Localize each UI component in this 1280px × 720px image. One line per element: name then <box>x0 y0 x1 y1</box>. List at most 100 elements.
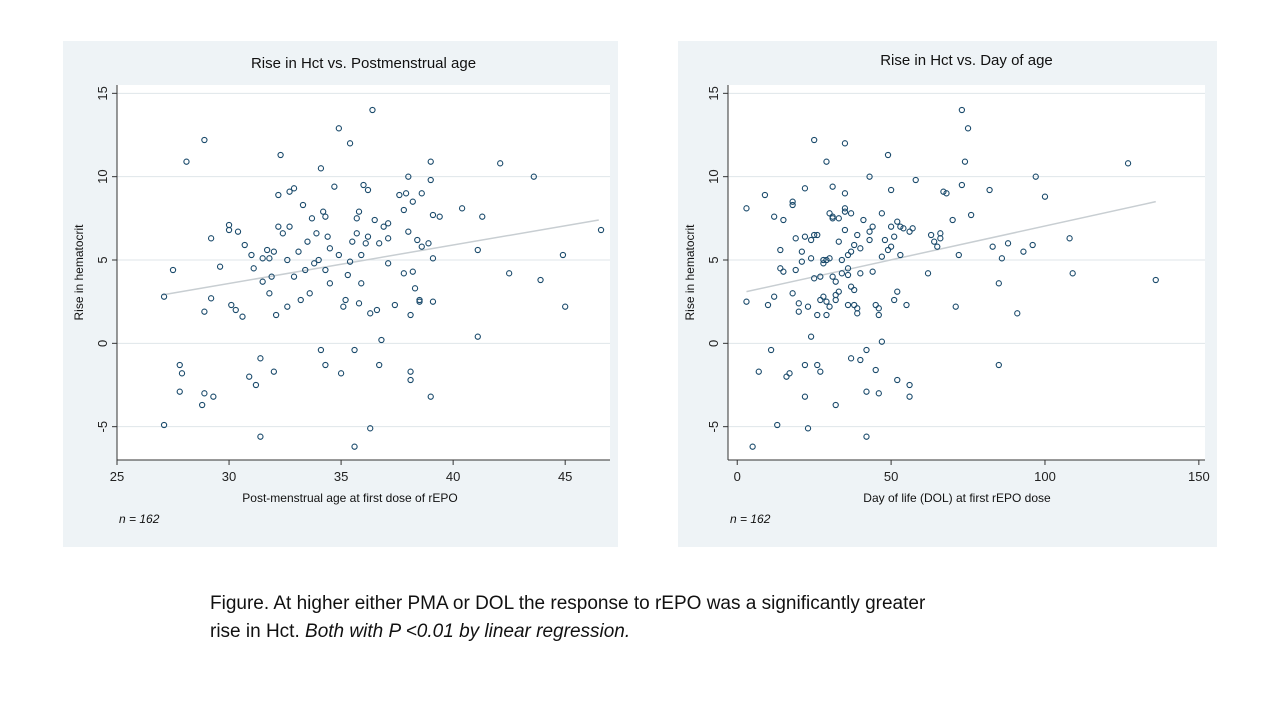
dol-point-53 <box>829 273 836 280</box>
pma-y-tick-label-1: 0 <box>95 340 110 347</box>
pma-point-78 <box>353 215 360 222</box>
pma-point-129 <box>479 213 486 220</box>
pma-point-91 <box>371 216 378 224</box>
pma-point-8 <box>199 401 206 409</box>
dol-point-6 <box>767 346 775 354</box>
pma-point-60 <box>322 266 329 274</box>
pma-point-121 <box>427 393 434 400</box>
dol-point-29 <box>804 303 812 310</box>
pma-point-28 <box>259 255 266 262</box>
pma-point-22 <box>246 373 253 380</box>
dol-x-tick-label-0: 0 <box>734 469 741 484</box>
pma-point-67 <box>335 125 342 132</box>
pma-point-82 <box>358 251 365 259</box>
pma-point-89 <box>367 310 374 317</box>
pma-fit-line <box>161 219 599 296</box>
dol-point-16 <box>789 198 796 205</box>
dol-point-43 <box>820 293 827 300</box>
dol-x-tick-label-3: 150 <box>1188 469 1210 484</box>
dol-point-3 <box>755 368 762 375</box>
pma-point-42 <box>284 303 291 310</box>
chart-panel-pma: Rise in Hct vs. Postmenstrual age -5 0 5 10 1… <box>63 41 618 547</box>
pma-point-95 <box>378 336 385 344</box>
dol-point-46 <box>823 158 830 165</box>
pma-point-21 <box>241 241 248 249</box>
dol-point-60 <box>832 401 839 409</box>
dol-point-99 <box>875 311 882 319</box>
pma-point-85 <box>362 240 369 247</box>
pma-point-96 <box>380 223 387 230</box>
dol-point-155 <box>1152 276 1159 284</box>
pma-point-105 <box>405 173 412 180</box>
dol-point-107 <box>884 151 892 159</box>
pma-point-102 <box>400 206 407 214</box>
pma-point-86 <box>364 186 372 194</box>
pma-point-107 <box>407 368 414 375</box>
pma-point-59 <box>320 208 327 215</box>
dol-point-115 <box>894 376 901 384</box>
pma-point-132 <box>530 173 537 180</box>
pma-point-127 <box>474 246 481 254</box>
figure-caption: Figure. At higher either PMA or DOL the … <box>210 590 1110 646</box>
dol-point-103 <box>878 338 886 345</box>
dol-point-12 <box>780 216 787 224</box>
dol-point-2 <box>749 443 756 450</box>
dol-point-80 <box>851 286 858 294</box>
dol-point-110 <box>887 223 895 230</box>
dol-point-52 <box>826 303 833 310</box>
dol-point-78 <box>847 355 855 362</box>
pma-point-101 <box>396 191 403 199</box>
dol-point-21 <box>795 300 802 307</box>
dol-point-38 <box>814 231 821 239</box>
pma-point-109 <box>407 311 414 319</box>
dol-point-95 <box>869 223 876 230</box>
dol-point-82 <box>854 231 861 239</box>
dol-fit-line <box>746 200 1156 293</box>
pma-point-2 <box>169 266 177 274</box>
pma-point-29 <box>259 278 266 285</box>
pma-point-120 <box>427 176 434 184</box>
pma-point-123 <box>429 298 437 305</box>
dol-point-73 <box>844 271 852 279</box>
dol-point-66 <box>841 208 849 215</box>
pma-point-16 <box>225 226 233 234</box>
pma-point-50 <box>302 266 309 274</box>
pma-point-117 <box>418 190 425 197</box>
pma-point-130 <box>497 160 504 167</box>
pma-point-11 <box>207 235 215 242</box>
dol-point-153 <box>1069 270 1076 277</box>
dol-point-39 <box>814 361 821 369</box>
pma-point-5 <box>178 370 186 377</box>
pma-point-97 <box>384 220 392 227</box>
dol-point-113 <box>894 218 901 225</box>
dol-y-tick-label-1: 0 <box>706 340 721 347</box>
dol-point-126 <box>927 231 935 239</box>
dol-point-127 <box>931 238 938 245</box>
pma-point-133 <box>537 276 544 284</box>
pma-point-98 <box>384 260 392 267</box>
dol-y-tick-label-3: 10 <box>706 169 721 183</box>
pma-point-106 <box>405 228 412 235</box>
pma-point-55 <box>313 230 320 237</box>
dol-point-119 <box>903 301 910 309</box>
pma-point-131 <box>506 270 513 277</box>
pma-point-46 <box>290 273 298 280</box>
pma-point-17 <box>228 301 235 309</box>
dol-point-102 <box>878 253 886 260</box>
pma-point-30 <box>263 246 271 254</box>
pma-point-41 <box>284 256 291 264</box>
pma-point-113 <box>414 236 421 244</box>
dol-point-152 <box>1066 235 1073 242</box>
pma-point-1 <box>160 421 168 429</box>
dol-point-51 <box>826 255 833 262</box>
pma-point-74 <box>346 140 354 147</box>
dol-point-49 <box>823 311 830 319</box>
pma-point-65 <box>326 280 334 287</box>
dol-point-74 <box>844 301 852 309</box>
pma-point-63 <box>324 233 331 240</box>
pma-point-90 <box>369 106 376 114</box>
pma-point-13 <box>210 393 217 400</box>
dol-point-128 <box>934 243 941 250</box>
dol-point-47 <box>823 256 830 264</box>
dol-point-41 <box>817 273 824 280</box>
